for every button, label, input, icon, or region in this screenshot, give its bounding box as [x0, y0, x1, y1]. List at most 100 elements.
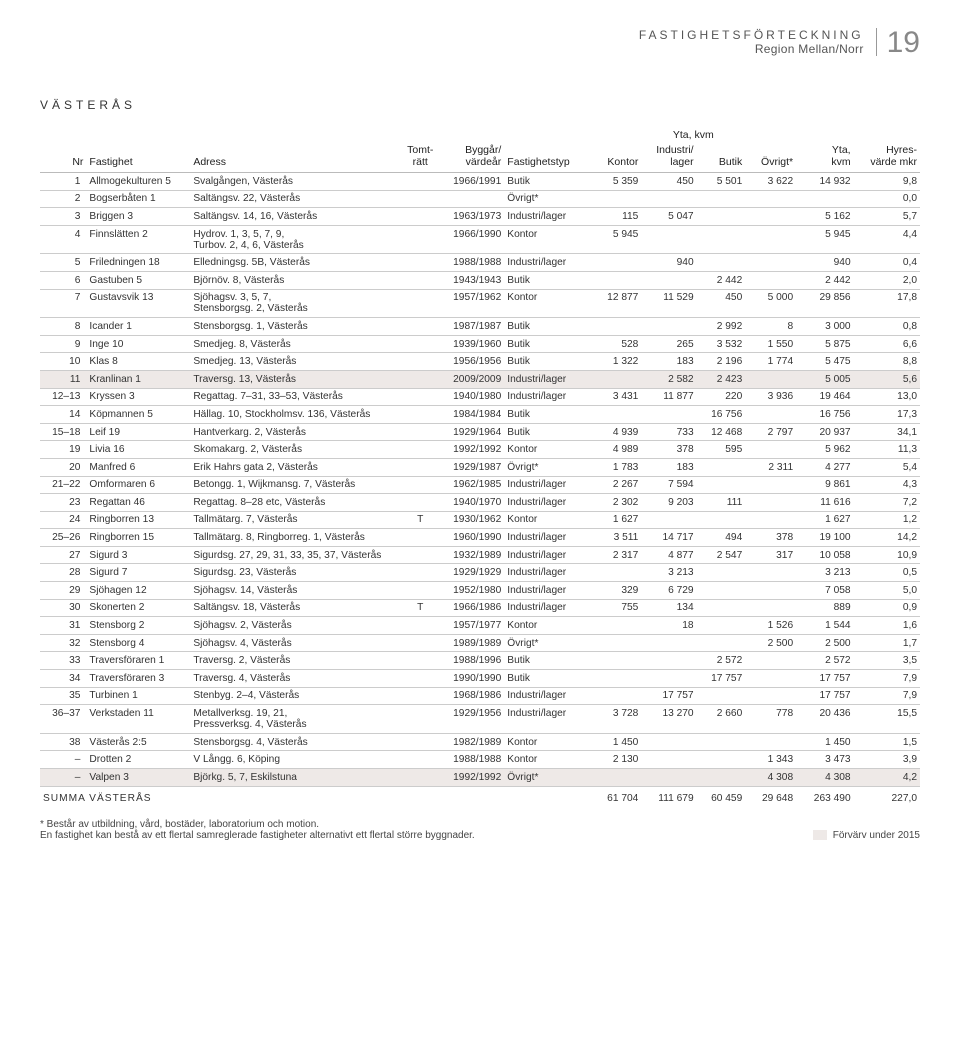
- cell-bygg: 1992/1992: [438, 441, 504, 459]
- cell-ykvm: 5 962: [796, 441, 853, 459]
- cell-bygg: 1930/1962: [438, 511, 504, 529]
- cell-kontor: 4 989: [591, 441, 642, 459]
- cell-hv: 4,2: [854, 769, 920, 787]
- cell-ovrig: 1 550: [745, 335, 796, 353]
- cell-hv: 10,9: [854, 546, 920, 564]
- cell-lager: 183: [641, 458, 696, 476]
- cell-kontor: 329: [591, 582, 642, 600]
- cell-adress: Saltängsv. 22, Västerås: [190, 190, 402, 208]
- cell-lager: [641, 769, 696, 787]
- cell-butik: 12 468: [697, 423, 746, 441]
- cell-tomt: [403, 208, 438, 226]
- cell-ftyp: Industri/lager: [504, 705, 590, 734]
- cell-ftyp: Övrigt*: [504, 769, 590, 787]
- cell-ykvm: 5 162: [796, 208, 853, 226]
- col-hyres: Hyres- värde mkr: [854, 141, 920, 173]
- cell-ykvm: 4 277: [796, 458, 853, 476]
- page: FASTIGHETSFÖRTECKNING Region Mellan/Norr…: [0, 0, 960, 871]
- cell-lager: [641, 670, 696, 688]
- cell-adress: V Långg. 6, Köping: [190, 751, 402, 769]
- cell-tomt: [403, 289, 438, 318]
- cell-ftyp: Butik: [504, 406, 590, 424]
- cell-ykvm: 10 058: [796, 546, 853, 564]
- cell-hv: 4,3: [854, 476, 920, 494]
- cell-adress: Saltängsv. 18, Västerås: [190, 599, 402, 617]
- table-row: 30Skonerten 2Saltängsv. 18, VästeråsT196…: [40, 599, 920, 617]
- cell-butik: 16 756: [697, 406, 746, 424]
- cell-hv: 9,8: [854, 173, 920, 191]
- cell-adress: Sigurdsg. 27, 29, 31, 33, 35, 37, Väster…: [190, 546, 402, 564]
- cell-lager: 733: [641, 423, 696, 441]
- cell-fastighet: Klas 8: [86, 353, 190, 371]
- cell-bygg: 1984/1984: [438, 406, 504, 424]
- nr: 15–18: [40, 423, 86, 441]
- cell-adress: Smedjeg. 8, Västerås: [190, 335, 402, 353]
- cell-fastighet: Stensborg 4: [86, 634, 190, 652]
- table-row: 8Icander 1Stensborgsg. 1, Västerås1987/1…: [40, 318, 920, 336]
- cell-hv: 1,5: [854, 733, 920, 751]
- cell-butik: 17 757: [697, 670, 746, 688]
- cell-adress: Sjöhagsv. 2, Västerås: [190, 617, 402, 635]
- cell-tomt: [403, 529, 438, 547]
- cell-ykvm: 2 572: [796, 652, 853, 670]
- cell-tomt: [403, 476, 438, 494]
- cell-fastighet: Ringborren 15: [86, 529, 190, 547]
- table-row: 35Turbinen 1Stenbyg. 2–4, Västerås1968/1…: [40, 687, 920, 705]
- cell-lager: [641, 190, 696, 208]
- cell-ovrig: 8: [745, 318, 796, 336]
- cell-hv: 2,0: [854, 271, 920, 289]
- cell-bygg: 1988/1988: [438, 751, 504, 769]
- cell-hv: 4,4: [854, 225, 920, 254]
- cell-bygg: 1939/1960: [438, 335, 504, 353]
- cell-adress: Hydrov. 1, 3, 5, 7, 9, Turbov. 2, 4, 6, …: [190, 225, 402, 254]
- cell-bygg: 1929/1987: [438, 458, 504, 476]
- cell-adress: Sjöhagsv. 3, 5, 7, Stensborgsg. 2, Väste…: [190, 289, 402, 318]
- cell-lager: 5 047: [641, 208, 696, 226]
- cell-kontor: 5 945: [591, 225, 642, 254]
- nr: 1: [40, 173, 86, 191]
- cell-kontor: 3 431: [591, 388, 642, 406]
- table-row: 2Bogserbåten 1Saltängsv. 22, VästeråsÖvr…: [40, 190, 920, 208]
- table-row: –Valpen 3Björkg. 5, 7, Eskilstuna1992/19…: [40, 769, 920, 787]
- cell-bygg: 1966/1991: [438, 173, 504, 191]
- cell-ykvm: 9 861: [796, 476, 853, 494]
- cell-ykvm: 2 442: [796, 271, 853, 289]
- cell-tomt: [403, 458, 438, 476]
- cell-ykvm: 19 100: [796, 529, 853, 547]
- cell-adress: Tallmätarg. 7, Västerås: [190, 511, 402, 529]
- table-body: 1Allmogekulturen 5Svalgången, Västerås19…: [40, 173, 920, 787]
- legend: Förvärv under 2015: [813, 830, 920, 841]
- cell-ovrig: [745, 271, 796, 289]
- cell-butik: [697, 254, 746, 272]
- cell-ykvm: 3 213: [796, 564, 853, 582]
- cell-ovrig: [745, 476, 796, 494]
- cell-tomt: [403, 670, 438, 688]
- cell-tomt: [403, 564, 438, 582]
- cell-tomt: T: [403, 511, 438, 529]
- cell-adress: Hantverkarg. 2, Västerås: [190, 423, 402, 441]
- table-row: 28Sigurd 7Sigurdsg. 23, Västerås1929/192…: [40, 564, 920, 582]
- cell-ftyp: Kontor: [504, 225, 590, 254]
- cell-lager: [641, 318, 696, 336]
- cell-ovrig: [745, 564, 796, 582]
- cell-ftyp: Kontor: [504, 441, 590, 459]
- table-row: 24Ringborren 13Tallmätarg. 7, VästeråsT1…: [40, 511, 920, 529]
- cell-ykvm: 889: [796, 599, 853, 617]
- cell-fastighet: Gastuben 5: [86, 271, 190, 289]
- cell-fastighet: Leif 19: [86, 423, 190, 441]
- cell-fastighet: Kryssen 3: [86, 388, 190, 406]
- cell-lager: 378: [641, 441, 696, 459]
- cell-ovrig: [745, 406, 796, 424]
- cell-kontor: [591, 564, 642, 582]
- cell-kontor: 115: [591, 208, 642, 226]
- cell-tomt: [403, 634, 438, 652]
- table-row: 6Gastuben 5Björnöv. 8, Västerås1943/1943…: [40, 271, 920, 289]
- col-tomtratt: Tomt- rätt: [403, 141, 438, 173]
- nr: 20: [40, 458, 86, 476]
- cell-fastighet: Regattan 46: [86, 494, 190, 512]
- nr: 31: [40, 617, 86, 635]
- nr: –: [40, 751, 86, 769]
- table-row: 4Finnslätten 2Hydrov. 1, 3, 5, 7, 9, Tur…: [40, 225, 920, 254]
- cell-butik: 220: [697, 388, 746, 406]
- cell-ovrig: 3 622: [745, 173, 796, 191]
